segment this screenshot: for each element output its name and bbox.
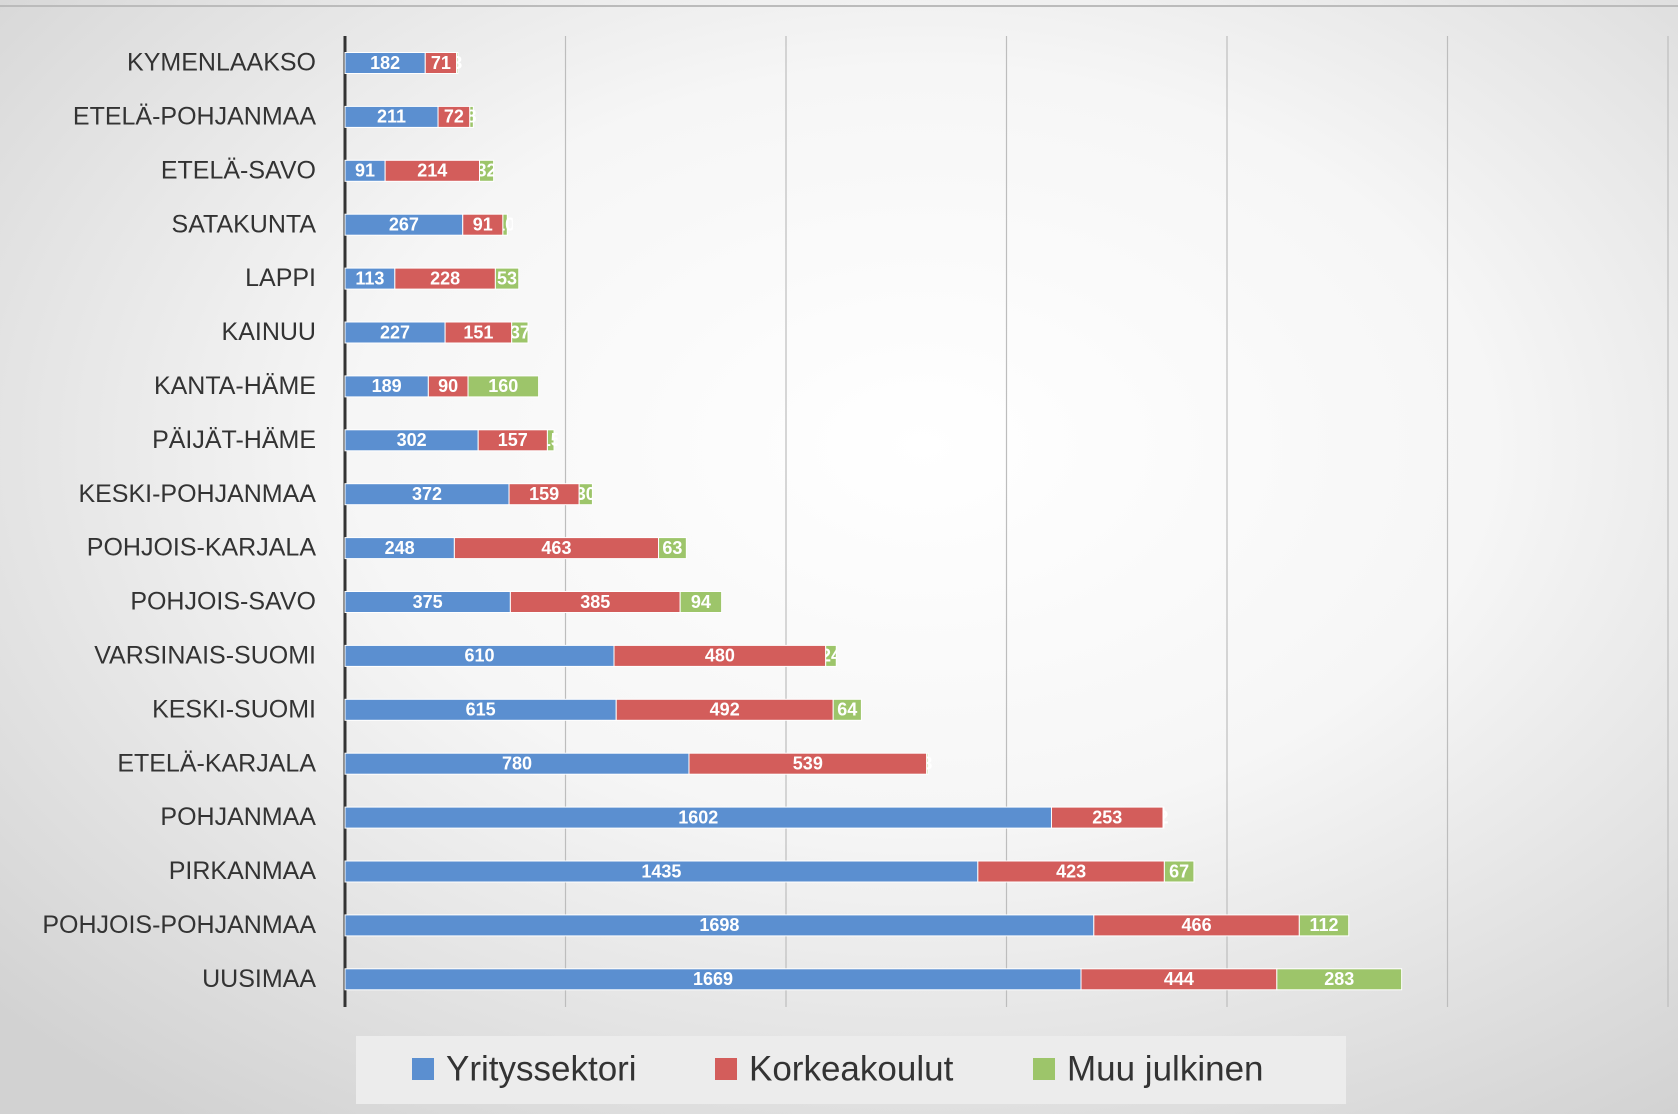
data-label: 63 — [662, 538, 682, 558]
data-label: 8 — [467, 107, 477, 127]
data-label: 1698 — [699, 915, 739, 935]
data-label: 492 — [710, 700, 740, 720]
data-label: 72 — [444, 107, 464, 127]
legend-label: Korkeakoulut — [749, 1049, 954, 1088]
y-tick-label: POHJOIS-KARJALA — [87, 534, 317, 562]
bar — [502, 213, 508, 236]
legend-label: Muu julkinen — [1067, 1049, 1264, 1088]
data-label: 228 — [430, 268, 460, 288]
data-label: 32 — [477, 161, 497, 181]
data-label: 24 — [821, 646, 841, 666]
data-label: 211 — [377, 107, 406, 127]
legend-swatch — [715, 1058, 737, 1080]
data-label: 53 — [497, 268, 517, 288]
data-label: 267 — [389, 214, 419, 234]
data-label: 2 — [1158, 807, 1168, 827]
data-label: 37 — [510, 322, 530, 342]
legend-swatch — [412, 1058, 434, 1080]
y-tick-label: UUSIMAA — [202, 965, 316, 993]
data-label: 182 — [370, 53, 400, 73]
data-label: 91 — [355, 161, 375, 181]
data-label: 3 — [922, 753, 932, 773]
data-label: 610 — [464, 646, 494, 666]
y-tick-label: KYMENLAAKSO — [127, 49, 316, 77]
bar — [679, 591, 723, 613]
bar — [456, 52, 459, 74]
data-label: 302 — [397, 430, 427, 450]
y-tick-label: POHJOIS-SAVO — [130, 588, 316, 616]
y-tick-label: ETELÄ-SAVO — [161, 156, 316, 184]
data-label: 480 — [705, 646, 735, 666]
data-label: 385 — [580, 592, 610, 612]
data-label: 227 — [380, 322, 410, 342]
data-label: 248 — [385, 538, 415, 558]
data-label: 159 — [529, 484, 559, 504]
bar — [926, 752, 929, 775]
y-tick-label: KANTA-HÄME — [154, 372, 316, 400]
data-label: 160 — [488, 376, 518, 396]
data-label: 71 — [431, 53, 451, 73]
data-label: 1435 — [641, 861, 681, 881]
y-tick-label: SATAKUNTA — [172, 210, 317, 238]
y-tick-label: PIRKANMAA — [169, 857, 317, 885]
data-label: 463 — [541, 538, 571, 558]
y-tick-label: LAPPI — [245, 264, 316, 292]
data-label: 423 — [1056, 861, 1086, 881]
legend-label: Yrityssektori — [446, 1049, 637, 1088]
bar — [511, 321, 529, 344]
y-tick-label: VARSINAIS-SUOMI — [94, 642, 316, 670]
data-label: 91 — [473, 214, 493, 234]
data-label: 283 — [1324, 969, 1354, 989]
bar — [1163, 860, 1195, 883]
bar — [494, 267, 520, 290]
data-label: 10 — [495, 214, 515, 234]
bar — [825, 644, 837, 667]
data-label: 157 — [498, 430, 528, 450]
y-tick-label: ETELÄ-KARJALA — [117, 749, 316, 777]
data-label: 1669 — [693, 969, 733, 989]
bar — [1298, 914, 1350, 937]
data-label: 615 — [466, 700, 496, 720]
bar — [467, 375, 540, 398]
data-label: 539 — [793, 753, 823, 773]
data-label: 372 — [412, 484, 442, 504]
data-label: 3 — [452, 53, 462, 73]
data-label: 151 — [463, 322, 493, 342]
data-label: 113 — [355, 268, 384, 288]
bar — [1276, 968, 1403, 991]
bar — [479, 159, 495, 182]
bar — [658, 537, 687, 560]
bar — [546, 429, 555, 452]
data-label: 189 — [372, 376, 402, 396]
data-label: 253 — [1092, 807, 1122, 827]
data-label: 466 — [1182, 915, 1212, 935]
y-tick-label: KESKI-POHJANMAA — [78, 480, 316, 508]
data-label: 15 — [541, 430, 561, 450]
data-label: 214 — [417, 161, 447, 181]
data-label: 30 — [576, 484, 596, 504]
y-tick-label: KESKI-SUOMI — [152, 695, 316, 723]
y-tick-label: POHJANMAA — [160, 803, 316, 831]
y-tick-label: PÄIJÄT-HÄME — [152, 426, 316, 454]
y-tick-label: ETELÄ-POHJANMAA — [73, 103, 316, 131]
bar — [578, 483, 593, 506]
data-label: 90 — [438, 376, 458, 396]
data-label: 1602 — [678, 807, 718, 827]
legend-swatch — [1033, 1058, 1055, 1080]
data-label: 64 — [837, 700, 857, 720]
y-tick-label: POHJOIS-POHJANMAA — [42, 911, 316, 939]
data-label: 67 — [1169, 861, 1189, 881]
data-label: 444 — [1164, 969, 1194, 989]
data-label: 94 — [691, 592, 711, 612]
legend-box — [356, 1036, 1346, 1104]
data-label: 375 — [413, 592, 443, 612]
y-tick-label: KAINUU — [222, 318, 316, 346]
bar — [832, 698, 862, 721]
bar — [469, 105, 474, 128]
bar — [1162, 806, 1165, 829]
data-label: 112 — [1309, 915, 1338, 935]
data-label: 780 — [502, 753, 532, 773]
